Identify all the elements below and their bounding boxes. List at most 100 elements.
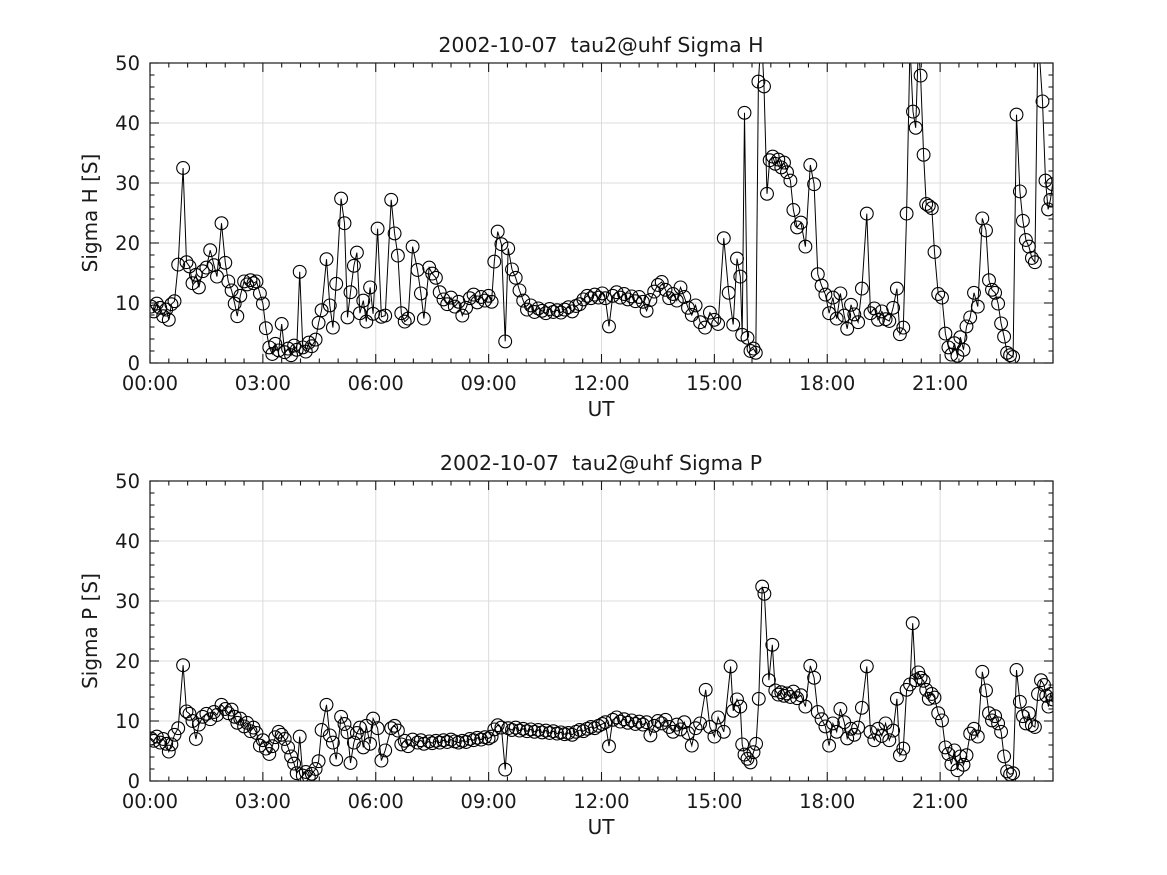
data-point-marker [221,274,236,289]
data-point-marker [613,290,628,305]
data-point-marker [207,705,221,719]
data-point-marker [1024,251,1039,265]
data-point-marker [985,282,999,297]
data-point-marker [370,721,385,736]
data-point-marker [487,722,502,737]
data-point-marker [693,315,708,330]
data-point-marker [255,296,270,311]
data-point-marker [967,721,981,736]
data-point-marker [975,664,990,679]
data-point-marker [598,291,613,306]
data-point-marker [620,292,635,307]
data-point-marker [346,735,361,750]
data-point-marker [743,344,758,358]
data-point-marker [164,737,179,752]
data-point-marker [167,727,182,742]
data-point-marker [896,741,911,756]
data-point-marker [301,335,316,350]
data-point-marker [413,286,428,301]
data-point-marker [807,670,822,685]
data-point-marker [886,723,901,738]
data-point-marker [871,721,885,736]
data-point-marker [760,186,774,201]
data-point-marker [494,720,509,735]
data-point-marker [153,735,168,750]
data-point-marker [889,281,904,296]
data-point-marker [905,616,920,631]
data-point-marker [390,723,405,738]
data-point-marker [523,722,538,737]
data-point-marker [913,68,928,83]
sigma-h-ylabel: Sigma H [S] [78,154,102,273]
data-point-marker [889,691,904,706]
x-tick-label: 15:00 [686,372,742,395]
data-point-marker [440,297,455,312]
data-point-marker [916,147,931,162]
data-point-marker [746,745,761,760]
data-point-marker [755,579,770,594]
data-point-marker [1000,764,1015,779]
data-point-marker [1018,233,1033,247]
data-point-marker [740,330,755,345]
data-point-marker [931,287,946,301]
data-point-marker [501,241,516,256]
data-point-marker [851,720,866,735]
data-point-marker [553,305,568,320]
data-point-marker [292,729,307,744]
data-point-marker [477,293,492,308]
x-tick-label: 15:00 [686,790,742,813]
data-point-marker [292,264,307,279]
y-tick-label: 20 [115,232,140,255]
x-tick-label: 03:00 [235,372,291,395]
data-point-marker [840,321,855,336]
sigma-h-xlabel: UT [588,397,616,421]
data-point-marker [707,312,722,327]
data-point-marker [681,726,695,740]
axes-box [149,62,1054,364]
data-point-marker [677,290,692,304]
data-point-marker [498,334,513,349]
y-tick-label: 10 [115,292,140,315]
data-point-marker [669,717,684,732]
data-point-marker [854,700,869,715]
data-point-marker [378,743,393,758]
data-point-marker [748,345,763,360]
data-point-marker [698,682,713,697]
data-point-marker [726,317,741,332]
data-point-marker [602,739,616,754]
data-point-marker [258,321,273,336]
data-point-marker [780,165,794,180]
data-point-marker [352,720,367,735]
data-point-marker [994,724,1009,739]
data-point-marker [466,733,481,748]
data-series [150,579,1053,781]
data-point-marker [304,766,319,781]
data-point-marker [1009,107,1024,122]
data-point-marker [218,255,233,270]
data-point-marker [289,342,304,357]
data-point-marker [274,317,289,331]
data-point-marker [944,347,959,362]
data-point-marker [684,738,699,753]
data-point-marker [956,757,971,772]
data-point-marker [935,713,949,728]
data-point-marker [207,258,221,273]
data-point-marker [735,737,750,752]
data-point-marker [643,728,658,743]
data-point-marker [749,736,764,751]
data-point-marker [1018,716,1033,731]
data-point-marker [924,201,939,216]
data-point-marker [790,220,805,235]
data-point-marker [343,285,358,300]
data-point-marker [277,732,292,746]
data-point-marker [444,290,458,305]
data-point-marker [613,714,628,729]
data-point-marker [702,305,717,320]
data-point-marker [304,339,319,354]
data-point-marker [440,735,455,749]
data-series [150,63,1053,363]
data-point-marker [325,320,340,335]
data-point-marker [761,673,776,688]
data-point-marker [959,319,974,334]
